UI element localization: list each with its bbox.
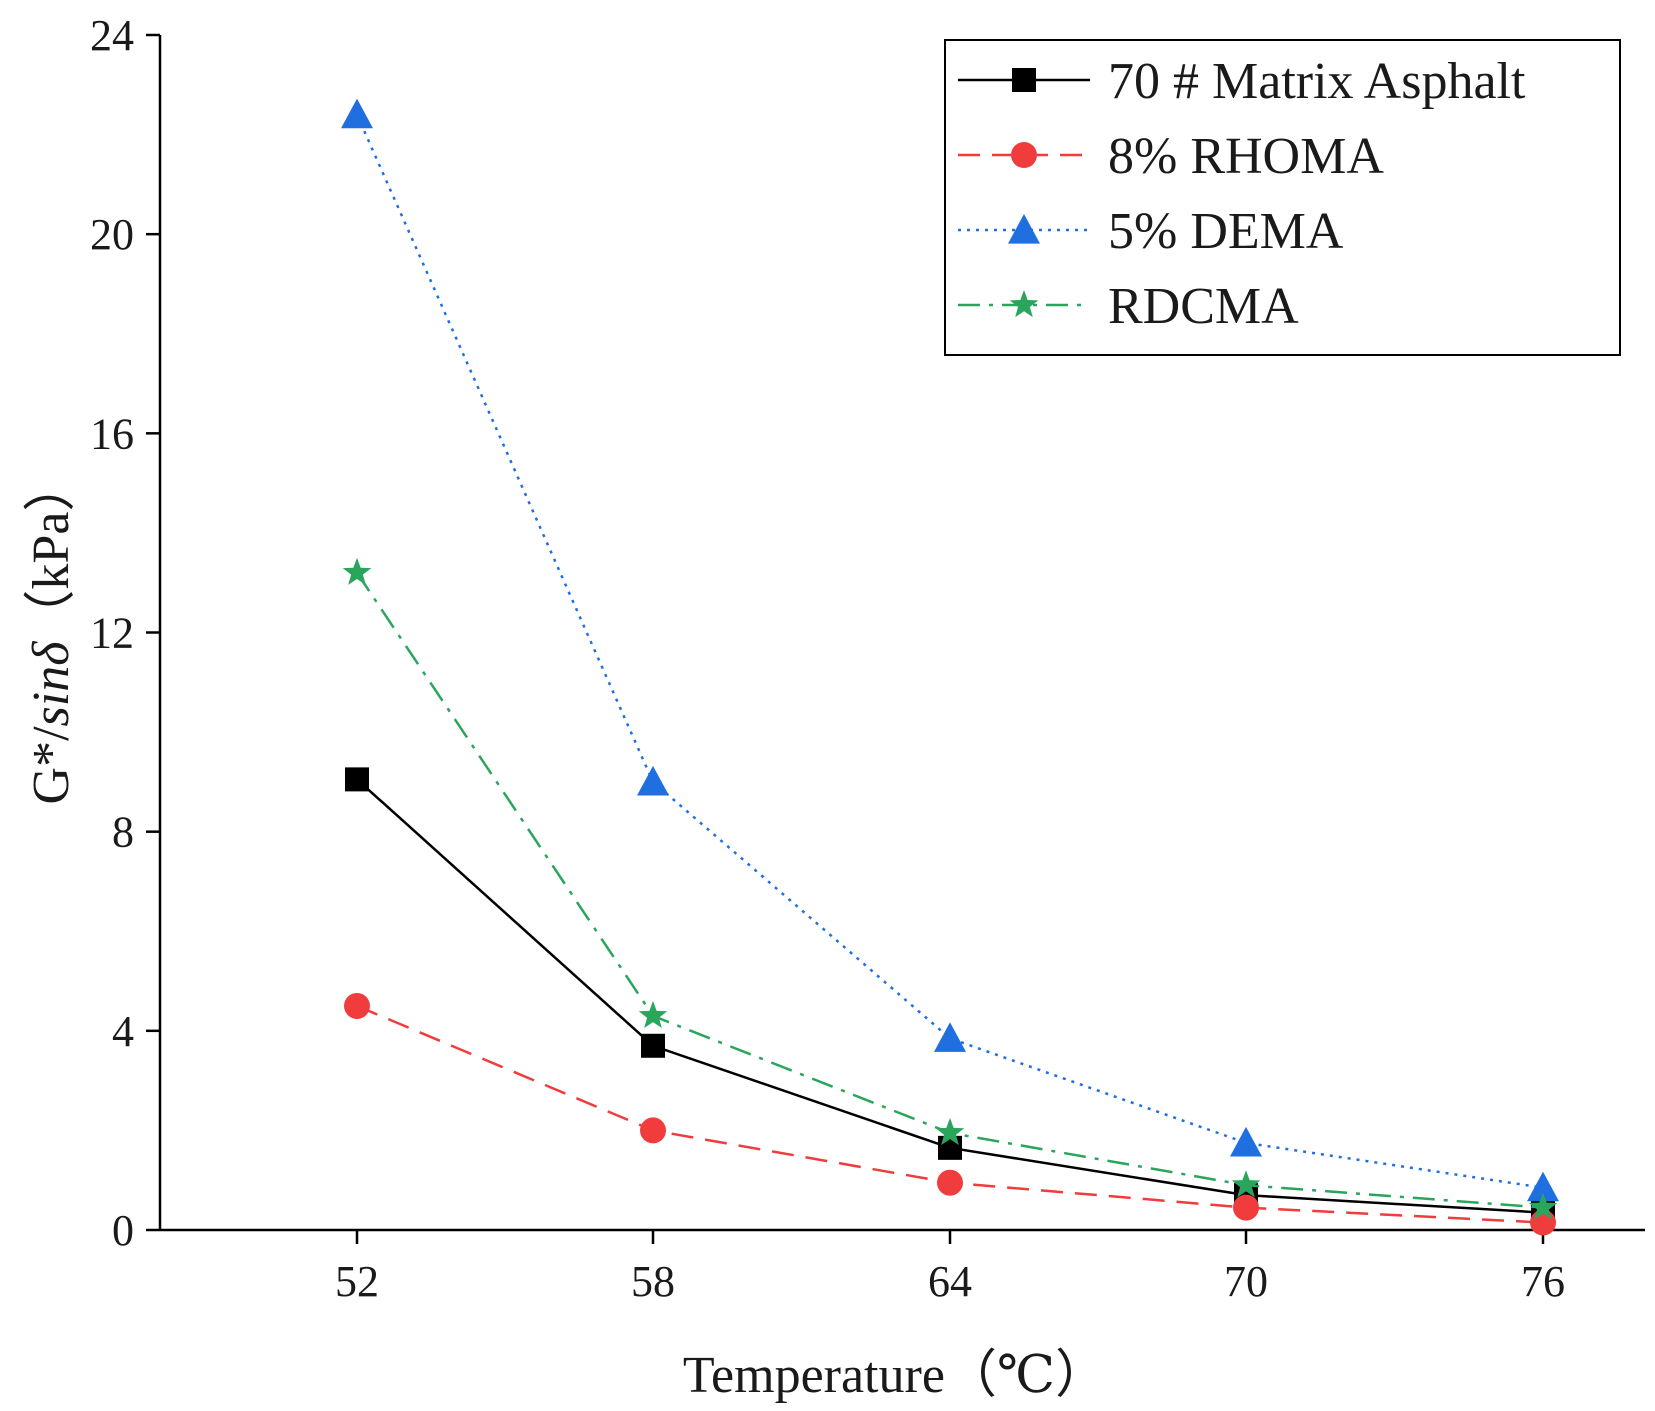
series-3 bbox=[342, 557, 1558, 1220]
legend-marker bbox=[1009, 290, 1039, 318]
data-point bbox=[1527, 1171, 1559, 1202]
x-tick-label: 76 bbox=[1521, 1257, 1565, 1306]
data-point bbox=[345, 767, 369, 792]
x-tick-label: 70 bbox=[1224, 1257, 1268, 1306]
data-point bbox=[637, 765, 669, 796]
legend-label: 70 # Matrix Asphalt bbox=[1108, 53, 1526, 110]
legend-label: 8% RHOMA bbox=[1108, 128, 1384, 185]
legend-item: 70 # Matrix Asphalt bbox=[958, 53, 1526, 110]
series-line bbox=[355, 572, 1544, 1209]
y-tick-label: 8 bbox=[112, 808, 134, 857]
x-axis-title: Temperature（℃） bbox=[683, 1347, 1107, 1404]
y-tick-label: 20 bbox=[90, 210, 134, 259]
series-line bbox=[355, 114, 1544, 1189]
x-tick-label: 52 bbox=[335, 1257, 379, 1306]
legend-item: RDCMA bbox=[958, 278, 1299, 335]
data-point bbox=[342, 557, 372, 585]
data-point bbox=[1231, 1170, 1261, 1198]
y-axis-title: G*/sinδ（kPa） bbox=[23, 460, 80, 805]
x-tick-label: 58 bbox=[631, 1257, 675, 1306]
legend-marker bbox=[1008, 214, 1040, 244]
data-point bbox=[341, 98, 373, 129]
data-point bbox=[641, 1033, 665, 1058]
legend-item: 8% RHOMA bbox=[958, 128, 1384, 185]
data-point bbox=[344, 992, 370, 1019]
legend-label: RDCMA bbox=[1108, 278, 1299, 335]
legend-label: 5% DEMA bbox=[1108, 203, 1344, 260]
legend: 70 # Matrix Asphalt 8% RHOMA 5% DEMA RDCMA bbox=[944, 39, 1621, 356]
y-tick-label: 24 bbox=[90, 11, 134, 60]
data-point bbox=[638, 1000, 668, 1029]
series bbox=[341, 98, 1559, 1236]
data-point bbox=[640, 1117, 666, 1144]
y-tick-label: 4 bbox=[112, 1007, 134, 1056]
x-ticks: 52 58 64 70 76 bbox=[335, 1230, 1565, 1306]
legend-marker bbox=[1011, 142, 1037, 168]
legend-item: 5% DEMA bbox=[958, 203, 1344, 260]
y-axis-title-italic: sinδ bbox=[23, 641, 80, 727]
y-axis-title-unit: （kPa） bbox=[23, 460, 80, 642]
series-0 bbox=[345, 767, 1555, 1225]
x-tick-label: 64 bbox=[928, 1257, 972, 1306]
legend-box bbox=[944, 39, 1621, 356]
series-2 bbox=[341, 98, 1559, 1202]
data-point bbox=[938, 1135, 962, 1160]
legend-marker bbox=[1012, 68, 1036, 92]
y-tick-label: 12 bbox=[90, 609, 134, 658]
data-point bbox=[1528, 1192, 1558, 1220]
data-point bbox=[934, 1022, 966, 1052]
data-point bbox=[1233, 1194, 1259, 1221]
legend-entries: 70 # Matrix Asphalt 8% RHOMA 5% DEMA RDCMA bbox=[958, 53, 1526, 335]
data-point bbox=[1230, 1126, 1262, 1157]
y-ticks: 0 4 8 12 16 20 24 bbox=[90, 11, 160, 1255]
y-tick-label: 16 bbox=[90, 409, 134, 458]
data-point bbox=[937, 1169, 963, 1196]
y-tick-label: 0 bbox=[112, 1206, 134, 1255]
y-axis-title-main: G*/ bbox=[23, 726, 80, 805]
data-point bbox=[935, 1117, 965, 1146]
